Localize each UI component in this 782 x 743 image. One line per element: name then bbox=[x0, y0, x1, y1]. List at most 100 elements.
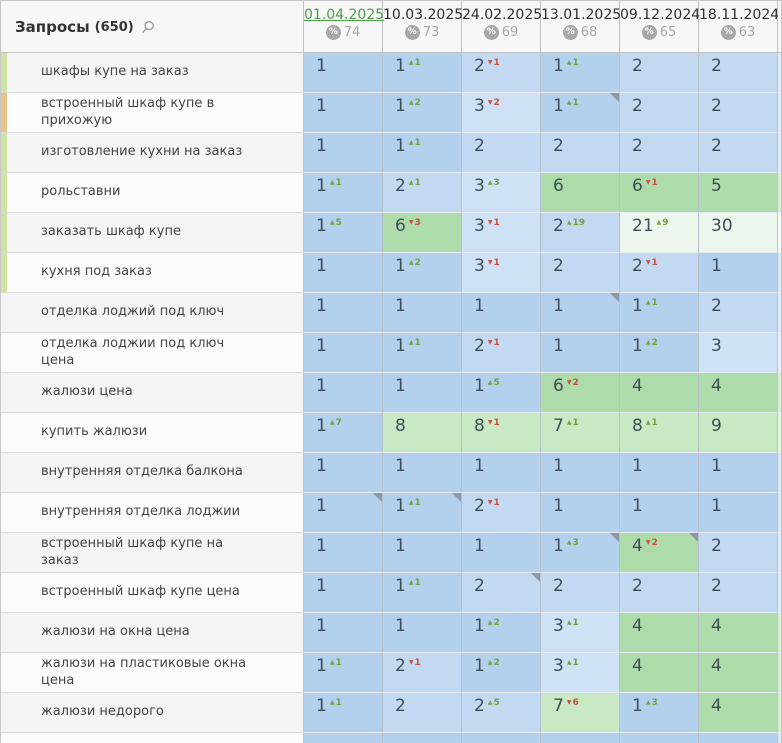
position-cell[interactable]: 1 bbox=[304, 453, 383, 493]
position-cell[interactable]: 1 bbox=[304, 493, 383, 533]
position-cell[interactable]: 2 ▼1 bbox=[383, 653, 462, 693]
date-column-header[interactable]: 24.02.2025% 69 bbox=[462, 1, 543, 52]
position-cell[interactable]: 6 ▼1 bbox=[620, 173, 699, 213]
position-cell[interactable]: 1 ▲1 bbox=[620, 293, 699, 333]
position-cell[interactable]: 1 ▲1 bbox=[383, 573, 462, 613]
position-cell[interactable]: 2 bbox=[620, 573, 699, 613]
keyword-cell[interactable]: встроенный шкаф купе в прихожую bbox=[1, 93, 304, 133]
keyword-cell[interactable]: внутренняя отделка балкона bbox=[1, 453, 304, 493]
position-cell[interactable]: 1 bbox=[620, 453, 699, 493]
position-cell[interactable]: 1 bbox=[462, 533, 541, 573]
position-cell[interactable]: 1 bbox=[699, 493, 778, 533]
position-cell[interactable]: 8 ▲1 bbox=[620, 413, 699, 453]
search-icon[interactable] bbox=[141, 20, 155, 34]
keyword-cell[interactable]: жалюзи на окна цена bbox=[1, 613, 304, 653]
keyword-cell[interactable]: жалюзи цена bbox=[1, 373, 304, 413]
position-cell[interactable]: 2 ▼1 bbox=[462, 53, 541, 93]
keyword-cell[interactable]: отделка лоджий под ключ bbox=[1, 293, 304, 333]
keyword-cell[interactable]: кухня под заказ bbox=[1, 253, 304, 293]
position-cell[interactable]: 1 ▲5 bbox=[462, 373, 541, 413]
position-cell[interactable]: 1 bbox=[383, 373, 462, 413]
position-cell[interactable]: 4 bbox=[699, 373, 778, 413]
position-cell[interactable]: 2 bbox=[699, 293, 778, 333]
position-cell[interactable]: 1 ▲2 bbox=[620, 333, 699, 373]
position-cell[interactable]: 8 ▼1 bbox=[462, 413, 541, 453]
position-cell[interactable]: 1 bbox=[304, 133, 383, 173]
position-cell[interactable]: 1 ▲1 bbox=[383, 133, 462, 173]
position-cell[interactable]: 1 bbox=[304, 573, 383, 613]
date-link[interactable]: 01.04.2025 bbox=[304, 7, 385, 23]
position-cell[interactable]: 2 ▼1 bbox=[620, 253, 699, 293]
keyword-cell[interactable]: заказать шкаф купе bbox=[1, 213, 304, 253]
keyword-cell[interactable]: изготовление кухни на заказ bbox=[1, 133, 304, 173]
keyword-cell[interactable]: встроенный шкаф купе цена bbox=[1, 573, 304, 613]
position-cell[interactable]: 1 bbox=[620, 493, 699, 533]
date-column-header[interactable]: 10.03.2025% 73 bbox=[383, 1, 464, 52]
position-cell[interactable]: 1 bbox=[699, 253, 778, 293]
position-cell[interactable]: 8 bbox=[383, 413, 462, 453]
position-cell[interactable]: 2 bbox=[620, 53, 699, 93]
position-cell[interactable]: 2 ▼1 bbox=[462, 333, 541, 373]
position-cell[interactable]: 1 ▲3 bbox=[620, 693, 699, 733]
position-cell[interactable]: 1 bbox=[383, 453, 462, 493]
position-cell[interactable]: 1 ▲1 bbox=[541, 53, 620, 93]
position-cell[interactable]: 2 bbox=[699, 133, 778, 173]
position-cell[interactable]: 1 bbox=[541, 293, 620, 333]
keyword-cell[interactable]: жалюзи недорого bbox=[1, 693, 304, 733]
keyword-cell[interactable]: шкафы купе на заказ bbox=[1, 53, 304, 93]
position-cell[interactable]: 2 bbox=[462, 573, 541, 613]
date-link[interactable]: 09.12.2024 bbox=[620, 7, 701, 23]
position-cell[interactable]: 1 ▲5 bbox=[304, 213, 383, 253]
date-link[interactable]: 24.02.2025 bbox=[462, 7, 543, 23]
position-cell[interactable]: 2 ▲1 bbox=[383, 173, 462, 213]
position-cell[interactable]: 4 bbox=[699, 613, 778, 653]
position-cell[interactable]: 1 ▲1 bbox=[383, 333, 462, 373]
date-link[interactable]: 10.03.2025 bbox=[383, 7, 464, 23]
position-cell[interactable]: 2 bbox=[699, 53, 778, 93]
position-cell[interactable]: 1 ▲1 bbox=[383, 53, 462, 93]
position-cell[interactable]: 2 ▲5 bbox=[462, 693, 541, 733]
position-cell[interactable]: 2 bbox=[541, 253, 620, 293]
position-cell[interactable]: 1 bbox=[304, 533, 383, 573]
date-column-header[interactable]: 13.01.2025% 68 bbox=[541, 1, 622, 52]
position-cell[interactable]: 1 bbox=[304, 613, 383, 653]
position-cell[interactable]: 4 ▼2 bbox=[620, 533, 699, 573]
date-column-header[interactable]: 01.04.2025% 74 bbox=[304, 1, 385, 52]
position-cell[interactable]: 1 bbox=[304, 293, 383, 333]
keyword-cell[interactable]: встроенный шкаф купе на заказ bbox=[1, 533, 304, 573]
position-cell[interactable]: 5 bbox=[699, 173, 778, 213]
position-cell[interactable]: 1 ▲3 bbox=[541, 533, 620, 573]
position-cell[interactable]: 1 ▲1 bbox=[304, 653, 383, 693]
position-cell[interactable]: 6 bbox=[541, 173, 620, 213]
position-cell[interactable]: 1 bbox=[383, 533, 462, 573]
keyword-cell[interactable]: внутренняя отделка лоджии bbox=[1, 493, 304, 533]
position-cell[interactable]: 1 bbox=[699, 453, 778, 493]
position-cell[interactable]: 2 bbox=[699, 533, 778, 573]
position-cell[interactable]: 2 bbox=[699, 93, 778, 133]
date-link[interactable]: 13.01.2025 bbox=[541, 7, 622, 23]
position-cell[interactable]: 2 bbox=[541, 573, 620, 613]
position-cell[interactable]: 1 bbox=[383, 293, 462, 333]
position-cell[interactable]: 1 ▲2 bbox=[462, 613, 541, 653]
position-cell[interactable]: 4 bbox=[699, 693, 778, 733]
keyword-cell[interactable]: рольставни bbox=[1, 173, 304, 213]
position-cell[interactable]: 1 ▲2 bbox=[383, 253, 462, 293]
position-cell[interactable]: 2 bbox=[541, 133, 620, 173]
date-column-header[interactable]: 09.12.2024% 65 bbox=[620, 1, 701, 52]
position-cell[interactable]: 7 ▲1 bbox=[541, 413, 620, 453]
position-cell[interactable]: 1 ▲2 bbox=[462, 653, 541, 693]
position-cell[interactable]: 3 bbox=[699, 333, 778, 373]
keyword-cell[interactable]: жалюзи на пластиковые окна цена bbox=[1, 653, 304, 693]
position-cell[interactable]: 1 bbox=[304, 253, 383, 293]
position-cell[interactable]: 1 bbox=[304, 93, 383, 133]
position-cell[interactable]: 1 bbox=[304, 373, 383, 413]
position-cell[interactable]: 3 ▼2 bbox=[462, 93, 541, 133]
position-cell[interactable]: 7 ▼6 bbox=[541, 693, 620, 733]
position-cell[interactable]: 1 ▲1 bbox=[541, 93, 620, 133]
position-cell[interactable]: 3 ▲1 bbox=[541, 613, 620, 653]
position-cell[interactable]: 2 bbox=[383, 693, 462, 733]
keyword-cell[interactable]: отделка лоджии под ключ цена bbox=[1, 333, 304, 373]
position-cell[interactable]: 6 ▼2 bbox=[541, 373, 620, 413]
position-cell[interactable]: 1 bbox=[304, 53, 383, 93]
date-column-header[interactable]: 18.11.2024% 63 bbox=[699, 1, 779, 52]
